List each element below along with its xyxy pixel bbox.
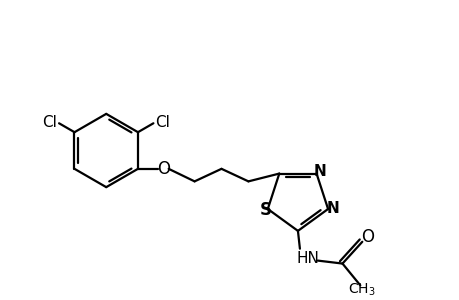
Text: N: N (326, 200, 339, 215)
Text: CH$_3$: CH$_3$ (348, 282, 375, 298)
Text: N: N (313, 164, 325, 179)
Text: S: S (259, 201, 271, 219)
Text: Cl: Cl (155, 115, 170, 130)
Text: O: O (157, 160, 170, 178)
Text: HN: HN (296, 251, 319, 266)
Text: O: O (360, 228, 373, 246)
Text: Cl: Cl (42, 115, 57, 130)
